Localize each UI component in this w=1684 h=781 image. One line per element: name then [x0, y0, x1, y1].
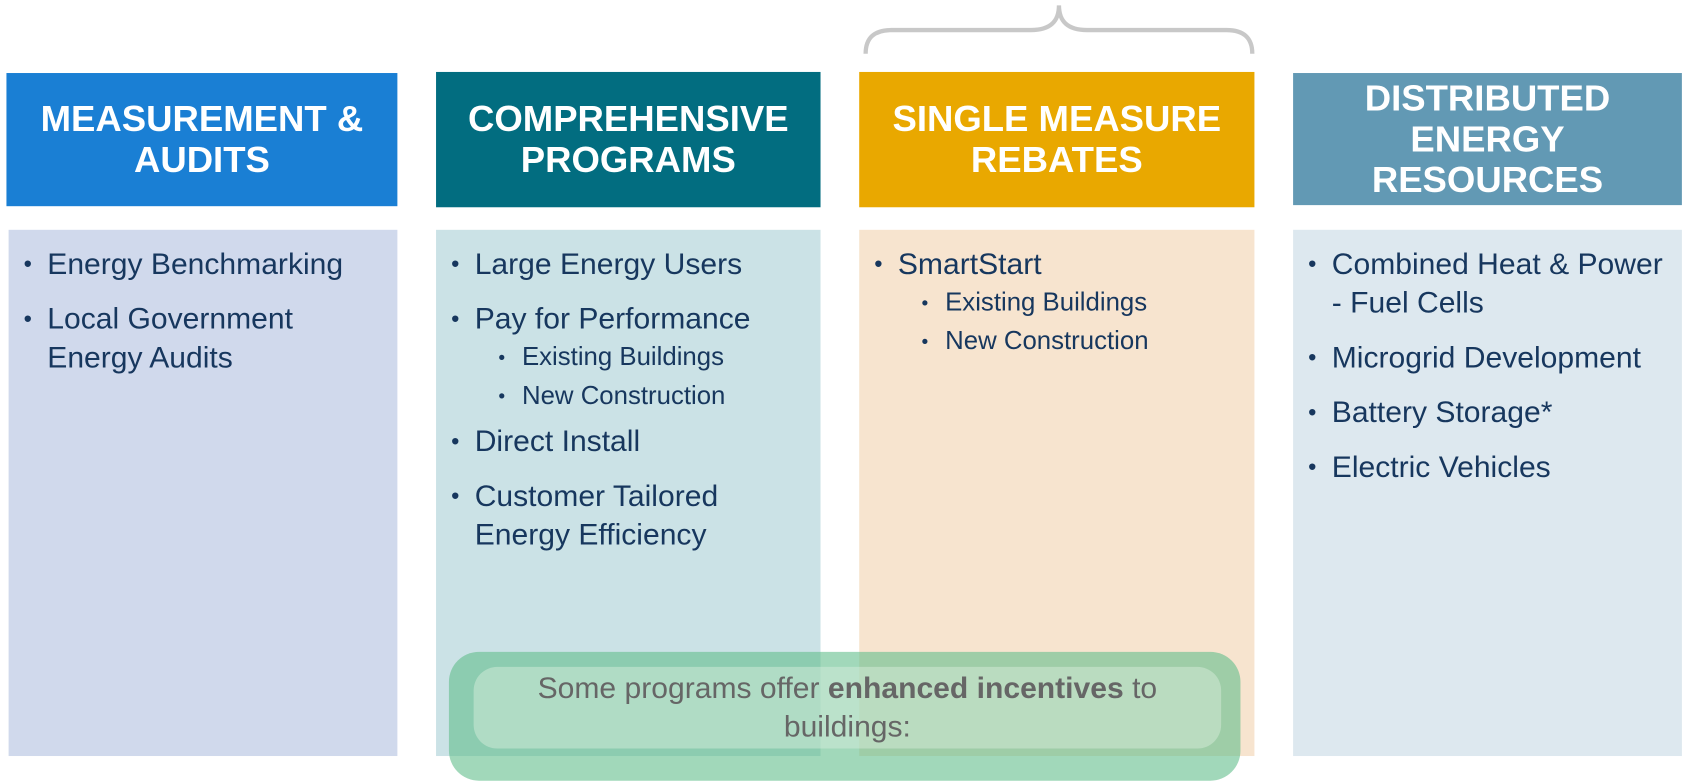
item-text: Direct Install [474, 424, 641, 458]
column-body: Combined Heat & Power - Fuel Cells Microg… [1293, 229, 1682, 757]
list-item: Combined Heat & Power - Fuel Cells [1308, 245, 1671, 322]
item-text: Combined Heat & Power - Fuel Cells [1331, 246, 1663, 319]
decor [863, 5, 1255, 54]
item-text: Customer Tailored Energy Efficiency [474, 478, 719, 551]
stage: Energy Benchmarking Local Government Ener… [0, 0, 1684, 756]
sub-list: Existing BuildingsNew Construction [451, 338, 810, 415]
list-item: Energy Benchmarking [24, 245, 387, 284]
list-item: Customer Tailored Energy Efficiency [451, 477, 810, 554]
sub-list: Existing BuildingsNew Construction [874, 284, 1243, 361]
item-text: SmartStart [897, 246, 1042, 281]
item-text: Large Energy Users [474, 246, 743, 281]
callout-bold: enhanced incentives [827, 671, 1124, 705]
callout-text: to buildings: [783, 671, 1158, 744]
item-text: Microgrid Development [1331, 340, 1641, 374]
list-item: Direct Install [451, 422, 810, 461]
column-header: DISTRIBUTED ENERGY RESOURCES [1293, 73, 1682, 206]
list-item: SmartStartExisting BuildingsNew Construc… [874, 245, 1243, 361]
list-item: Local Government Energy Audits [24, 300, 387, 377]
list-item: Large Energy Users [451, 245, 810, 284]
sub-item: Existing Buildings [921, 284, 1243, 323]
item-text: Electric Vehicles [1331, 449, 1551, 484]
column-body: Energy Benchmarking Local Government Ener… [8, 229, 398, 757]
column-header: COMPREHENSIVE PROGRAMS [436, 71, 821, 208]
item-text: Pay for Performance [474, 301, 751, 336]
callout-text: Some programs offer [537, 671, 820, 705]
column-header: SINGLE MEASURE REBATES [859, 71, 1255, 208]
brace [863, 5, 1255, 54]
item-text: Energy Benchmarking [47, 246, 344, 281]
list-item: Battery Storage* [1308, 393, 1671, 432]
list-item: Pay for PerformanceExisting BuildingsNew… [451, 300, 810, 416]
sub-item: New Construction [921, 322, 1243, 361]
page: {"columns": [ {"title": "MEASUREMENT & A… [0, 0, 1684, 756]
list-item: Microgrid Development [1308, 338, 1671, 377]
sub-item: New Construction [498, 377, 809, 416]
list-item: Electric Vehicles [1308, 448, 1671, 487]
callout: Some programs offer enhanced incentives … [473, 666, 1222, 749]
item-text: Local Government Energy Audits [47, 301, 293, 374]
sub-item: Existing Buildings [498, 338, 809, 377]
column-header: MEASUREMENT & AUDITS [6, 73, 398, 207]
item-text: Battery Storage* [1331, 395, 1553, 429]
